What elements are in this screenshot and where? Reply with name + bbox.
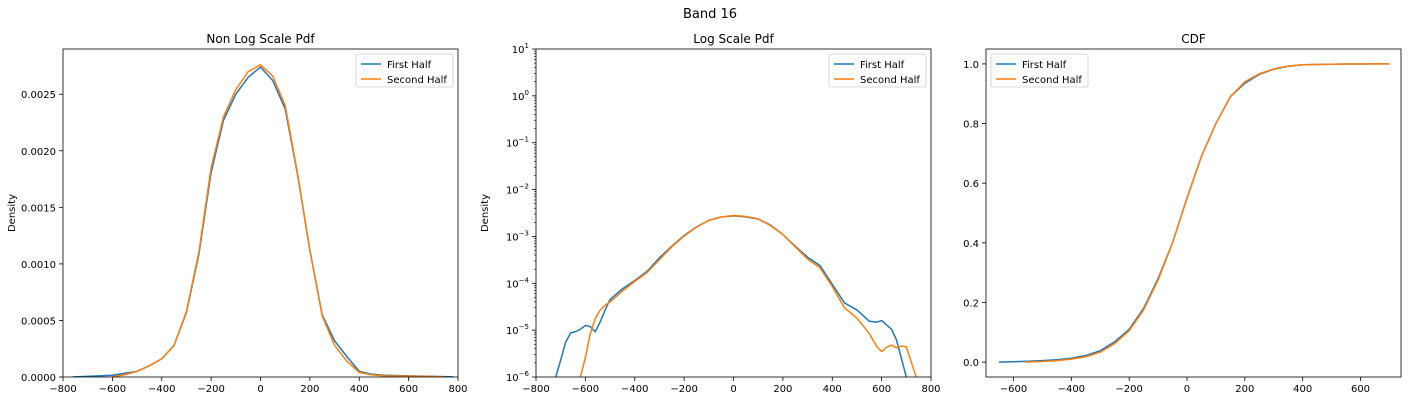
pdf-ytick-label: 0.0010 <box>21 260 56 271</box>
pdf-xtick-label: 0 <box>257 384 263 395</box>
logpdf-ytick-label: 10−4 <box>506 276 530 290</box>
cdf-ytick-label: 0.4 <box>963 239 979 250</box>
logpdf-ytick-label: 101 <box>512 42 529 56</box>
pdf-legend: First Half Second Half <box>355 53 454 88</box>
pdf-ytick-label: 0.0005 <box>21 316 56 327</box>
logpdf-axes-frame <box>535 48 932 378</box>
cdf-xtick-label: −600 <box>1000 384 1027 395</box>
logpdf-ytick-base: 10 <box>512 92 525 103</box>
pdf-xtick-label: −800 <box>49 384 76 395</box>
cdf-xtick-label: 400 <box>1293 384 1312 395</box>
pdf-xtick-label: −400 <box>148 384 175 395</box>
pdf-ytick-label: 0.0025 <box>21 90 56 101</box>
panel-cdf: CDF −600 −400 −200 0 200 400 600 0.0 0.2 0.4 0.6 0.8… <box>963 32 1402 395</box>
logpdf-ytick-exponent: −4 <box>519 276 530 284</box>
logpdf-xtick-label: −600 <box>572 384 599 395</box>
pdf-xtick-label: 800 <box>448 384 467 395</box>
logpdf-ytick-label: 10−5 <box>506 323 529 337</box>
cdf-series-line-first-half <box>998 63 1390 363</box>
pdf-title: Non Log Scale Pdf <box>206 32 315 46</box>
logpdf-ytick-base: 10 <box>506 232 519 243</box>
logpdf-series-line-second-half <box>579 214 917 377</box>
logpdf-ytick-base: 10 <box>506 326 519 337</box>
logpdf-xtick-label: 0 <box>730 384 736 395</box>
logpdf-ytick-base: 10 <box>506 279 519 290</box>
logpdf-xtick-label: −400 <box>621 384 648 395</box>
logpdf-series-line-first-half <box>555 215 908 377</box>
cdf-xtick-label: 200 <box>1235 384 1254 395</box>
logpdf-title: Log Scale Pdf <box>693 32 774 46</box>
logpdf-ytick-label: 10−6 <box>506 370 530 384</box>
logpdf-ytick-exponent: 1 <box>525 42 529 50</box>
cdf-ytick-label: 0.6 <box>963 179 979 190</box>
cdf-ytick-label: 0.2 <box>963 298 979 309</box>
logpdf-ytick-base: 10 <box>506 186 519 197</box>
logpdf-ytick-label: 10−1 <box>506 136 529 150</box>
logpdf-ytick-exponent: −1 <box>519 136 529 144</box>
logpdf-legend-label: First Half <box>860 60 905 71</box>
cdf-xtick-label: 0 <box>1184 384 1190 395</box>
cdf-series-line-second-half <box>1025 63 1390 363</box>
pdf-xtick-label: 200 <box>300 384 319 395</box>
logpdf-xtick-label: −800 <box>522 384 549 395</box>
pdf-ytick-label: 0.0015 <box>21 203 56 214</box>
pdf-axes-frame <box>62 48 459 378</box>
cdf-legend-label: First Half <box>1022 60 1067 71</box>
logpdf-ytick-exponent: −2 <box>519 183 529 191</box>
logpdf-xtick-label: 600 <box>872 384 891 395</box>
cdf-xtick-label: −200 <box>1115 384 1142 395</box>
logpdf-ytick-label: 10−2 <box>506 183 529 197</box>
cdf-legend-label: Second Half <box>1022 75 1082 86</box>
cdf-ytick-label: 0.8 <box>963 120 979 131</box>
logpdf-ytick-exponent: 0 <box>525 89 529 97</box>
pdf-xtick-label: −200 <box>197 384 224 395</box>
pdf-ytick-label: 0.0020 <box>21 147 56 158</box>
figure-suptitle: Band 16 <box>683 7 737 22</box>
logpdf-xtick-label: 400 <box>823 384 842 395</box>
pdf-ytick-label: 0.0000 <box>21 373 56 384</box>
logpdf-legend-label: Second Half <box>860 75 920 86</box>
logpdf-ytick-label: 10−3 <box>506 229 529 243</box>
logpdf-ytick-base: 10 <box>512 45 525 56</box>
cdf-legend: First Half Second Half <box>990 53 1089 88</box>
logpdf-ytick-label: 100 <box>512 89 529 103</box>
pdf-xtick-label: 600 <box>399 384 418 395</box>
cdf-ytick-label: 1.0 <box>963 60 979 71</box>
logpdf-ylabel: Density <box>480 194 491 232</box>
logpdf-ytick-exponent: −5 <box>519 323 529 331</box>
cdf-title: CDF <box>1181 32 1206 46</box>
pdf-series-line-first-half <box>72 66 454 377</box>
logpdf-xtick-label: 800 <box>921 384 940 395</box>
logpdf-ytick-base: 10 <box>506 139 519 150</box>
cdf-xtick-label: −400 <box>1058 384 1085 395</box>
pdf-series-line-second-half <box>112 64 444 377</box>
cdf-xtick-label: 600 <box>1351 384 1370 395</box>
cdf-axes-frame <box>985 48 1402 378</box>
logpdf-ytick-base: 10 <box>506 373 519 384</box>
panel-logpdf: Log Scale Pdf −800 −600 −400 −200 0 200 400 600 8… <box>480 32 941 395</box>
logpdf-xtick-label: 200 <box>773 384 792 395</box>
logpdf-ytick-exponent: −3 <box>519 229 529 237</box>
panel-pdf: Non Log Scale Pdf −800 −600 −400 −200 0 200 400… <box>7 32 468 395</box>
logpdf-xtick-label: −200 <box>670 384 697 395</box>
pdf-legend-label: Second Half <box>387 75 447 86</box>
cdf-ytick-label: 0.0 <box>963 358 979 369</box>
pdf-xtick-label: −600 <box>99 384 126 395</box>
pdf-ylabel: Density <box>7 194 18 232</box>
logpdf-ytick-exponent: −6 <box>519 370 530 378</box>
pdf-xtick-label: 400 <box>350 384 369 395</box>
logpdf-legend: First Half Second Half <box>828 53 927 88</box>
pdf-legend-label: First Half <box>387 60 432 71</box>
